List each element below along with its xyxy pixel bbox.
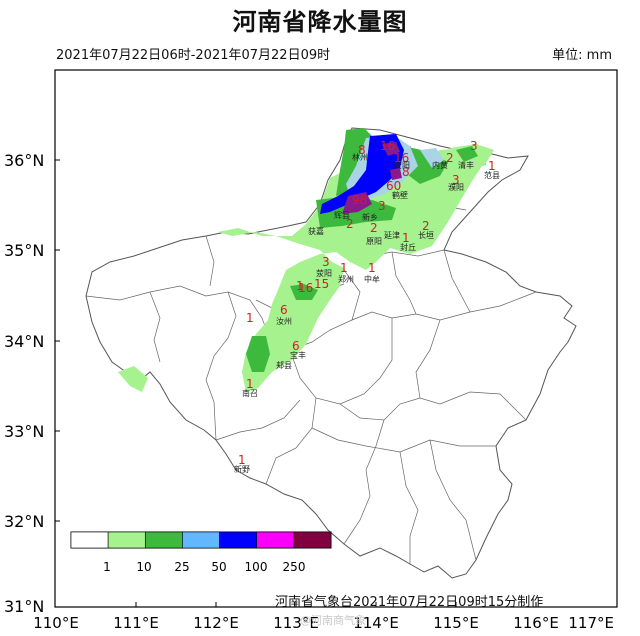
production-credit: 河南省气象台2021年07月22日09时15分制作 bbox=[275, 595, 544, 610]
legend-swatch bbox=[256, 531, 295, 549]
legend-label: 100 bbox=[245, 560, 268, 574]
precip-purple bbox=[342, 142, 402, 214]
city-label: 中牟 bbox=[364, 274, 380, 284]
watermark: @河南商气象 bbox=[300, 614, 366, 627]
province-outline bbox=[85, 127, 577, 579]
value-label: 15 bbox=[314, 277, 329, 291]
value-label: 1 bbox=[246, 377, 254, 391]
value-label: 1 bbox=[368, 261, 376, 275]
city-label: 内黄 bbox=[432, 160, 448, 170]
city-label: 南召 bbox=[242, 388, 258, 398]
map-title: 河南省降水量图 bbox=[232, 8, 408, 36]
legend-swatch bbox=[219, 531, 258, 549]
legend-label: 50 bbox=[211, 560, 226, 574]
lat-label-31: 31°N bbox=[4, 597, 44, 616]
value-label: 2 bbox=[370, 221, 378, 235]
city-label: 鹤壁 bbox=[392, 190, 408, 200]
value-label: 6 bbox=[280, 303, 288, 317]
lat-label-33: 33°N bbox=[4, 422, 44, 441]
lat-label-36: 36°N bbox=[4, 151, 44, 170]
legend-swatch bbox=[293, 531, 332, 549]
lon-label-115: 115°E bbox=[433, 614, 479, 632]
city-label: 新野 bbox=[234, 464, 250, 474]
axis-ticks bbox=[55, 159, 537, 607]
value-label: 3 bbox=[322, 255, 330, 269]
city-label: 原阳 bbox=[366, 237, 382, 246]
prefecture-borders bbox=[85, 145, 537, 564]
city-label: 辉县 bbox=[334, 211, 350, 220]
legend-label: 250 bbox=[283, 560, 306, 574]
city-label: 范县 bbox=[484, 170, 500, 180]
value-label: 2 bbox=[446, 151, 454, 165]
value-label: 60 bbox=[386, 179, 401, 193]
lon-label-110: 110°E bbox=[33, 614, 79, 632]
value-label: 1 bbox=[488, 159, 496, 173]
value-label: 3 bbox=[470, 139, 478, 153]
city-label: 郏县 bbox=[276, 360, 292, 370]
legend-label: 25 bbox=[174, 560, 189, 574]
city-label: 延津 bbox=[384, 230, 400, 240]
value-label: 2 bbox=[346, 217, 354, 231]
legend-label: 10 bbox=[136, 560, 151, 574]
value-label: 1 bbox=[340, 261, 348, 275]
lon-label-116: 116°E bbox=[513, 614, 559, 632]
precip-light-green bbox=[118, 144, 494, 392]
unit-label: 单位: mm bbox=[552, 48, 612, 63]
lat-label-34: 34°N bbox=[4, 332, 44, 351]
value-label: 1 bbox=[296, 279, 304, 293]
city-label: 获嘉 bbox=[308, 226, 324, 236]
city-label: 汝州 bbox=[276, 316, 292, 326]
lat-label-32: 32°N bbox=[4, 512, 44, 531]
value-label: 1 bbox=[402, 231, 410, 245]
city-label: 荥阳 bbox=[316, 268, 332, 278]
legend-swatch bbox=[70, 531, 109, 549]
city-label: 安阳 bbox=[394, 160, 410, 170]
city-label: 宝丰 bbox=[290, 350, 306, 360]
city-label: 清丰 bbox=[458, 160, 474, 170]
value-label: 1 bbox=[246, 311, 254, 325]
value-label: 3 bbox=[452, 173, 460, 187]
precip-blue bbox=[320, 134, 404, 214]
city-label: 濮阳 bbox=[448, 182, 464, 192]
legend-label: 1 bbox=[103, 560, 111, 574]
value-label: 2 bbox=[422, 219, 430, 233]
plot-frame bbox=[54, 69, 618, 608]
value-label: 16 bbox=[394, 151, 409, 165]
value-label: 98 bbox=[352, 193, 367, 207]
legend-swatches bbox=[70, 531, 332, 549]
value-label: 8 bbox=[358, 143, 366, 157]
lon-label-117: 117°E bbox=[568, 614, 614, 632]
city-label: 郑州 bbox=[338, 274, 354, 284]
value-label: 1 bbox=[238, 453, 246, 467]
city-label: 长垣 bbox=[418, 230, 434, 240]
value-label: 8 bbox=[402, 165, 410, 179]
legend: 1 10 25 50 100 250 bbox=[70, 531, 332, 574]
legend-swatch bbox=[144, 531, 183, 549]
value-label: 6 bbox=[292, 339, 300, 353]
city-label: 新乡 bbox=[362, 212, 378, 222]
value-label: 16 bbox=[380, 139, 395, 153]
legend-swatch bbox=[107, 531, 146, 549]
value-label: 3 bbox=[378, 199, 386, 213]
lon-label-112: 112°E bbox=[193, 614, 239, 632]
time-period: 2021年07月22日06时-2021年07月22日09时 bbox=[56, 48, 331, 63]
value-label: 16 bbox=[298, 281, 313, 295]
lat-label-35: 35°N bbox=[4, 241, 44, 260]
lon-label-114: 114°E bbox=[353, 614, 399, 632]
lon-label-113: 113°E bbox=[273, 614, 319, 632]
city-label: 林州 bbox=[352, 152, 368, 162]
city-label: 封丘 bbox=[400, 242, 416, 252]
lon-label-111: 111°E bbox=[113, 614, 159, 632]
legend-swatch bbox=[182, 531, 220, 549]
